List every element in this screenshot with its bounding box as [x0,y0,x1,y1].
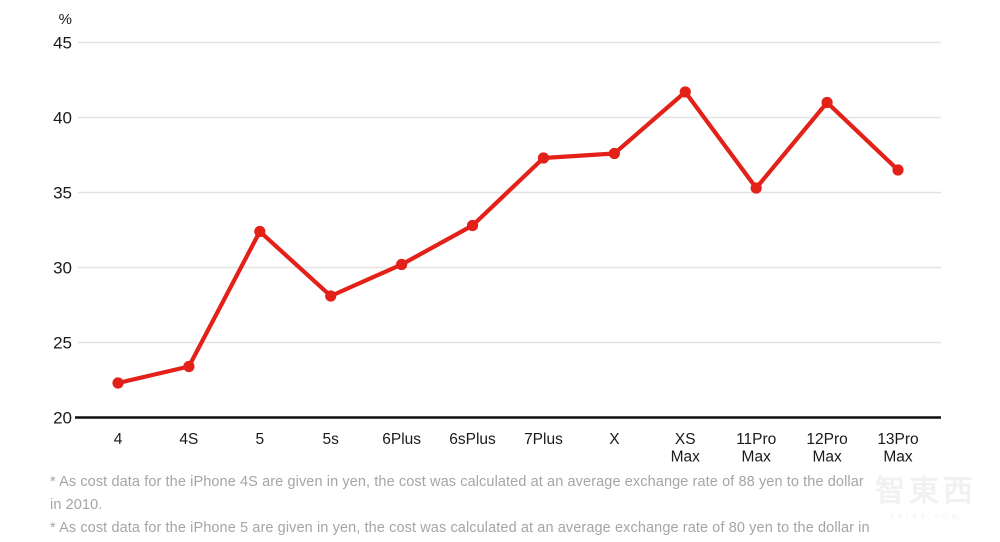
x-axis-tick-label: 13Pro Max [877,431,918,466]
x-axis-tick-label: 11Pro Max [736,431,776,466]
footnote-line: * As cost data for the iPhone 5 are give… [50,520,870,536]
watermark-logo: 智東西 [875,475,977,508]
data-point-4 [112,377,124,389]
footnote-line: * As cost data for the iPhone 4S are giv… [50,474,864,513]
x-axis-tick-label: XS Max [671,431,701,466]
line-chart: 45 40 35 30 25 20% 4 4S 5 5s 6Plus 6sPlus 7Plus X XS Ma… [53,11,941,466]
data-point-6sPlus [466,219,479,232]
data-point-X [608,147,620,160]
data-point-6Plus [396,258,408,271]
data-point-7Plus [537,152,550,164]
data-point-11Pro-Max [750,182,762,194]
x-axis-tick-label: 12Pro Max [806,431,847,466]
x-axis-tick-label: X [609,431,620,448]
y-axis-tick-label: 35 [53,184,72,203]
line-chart-svg: 45 40 35 30 25 20% 4 4S 5 5s 6Plus 6sPlus 7Plus X XS Ma… [53,11,941,466]
data-point-5 [254,225,266,238]
data-point-13Pro-Max [892,164,904,176]
footnotes: * As cost data for the iPhone 4S are giv… [50,471,870,542]
y-axis-tick-label: 40 [53,109,72,128]
data-point-12Pro-Max [821,96,833,109]
y-axis-tick-label: 30 [53,259,72,278]
x-axis-tick-label: 6Plus [382,431,421,448]
data-point-4S [183,360,195,373]
watermark-domain: zhidx.com [889,512,962,521]
x-axis-tick-label: 4 [114,431,123,448]
watermark: 智東西 zhidx.com [866,474,986,521]
data-point-XS-Max [679,86,691,98]
y-axis-tick-label: 45 [53,34,72,53]
x-axis-tick-label: 5s [323,431,340,448]
y-axis-tick-label: 25 [53,334,72,353]
x-axis-tick-label: 6sPlus [449,431,496,448]
data-point-5s [325,290,337,302]
data-line [115,89,901,386]
x-axis-tick-label: 7Plus [524,431,563,448]
x-axis-tick-label: 5 [256,431,265,448]
y-axis-tick-label: 20 [53,409,72,428]
y-axis-unit-label: % [59,11,72,28]
x-axis-tick-label: 4S [179,431,198,448]
